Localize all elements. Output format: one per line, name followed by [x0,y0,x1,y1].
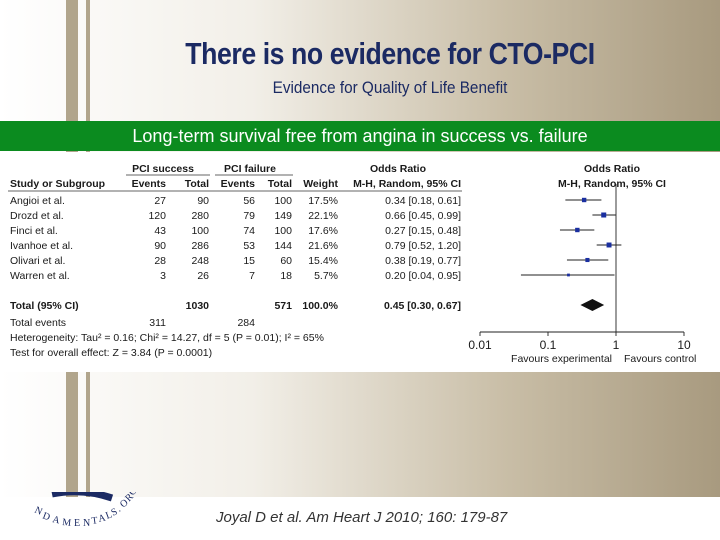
table-cell: 26 [197,270,209,282]
table-cell: 248 [191,255,209,267]
table-cell: Olivari et al. [10,255,65,267]
svg-text:T: T [91,515,99,527]
table-cell: 3 [160,270,166,282]
svg-text:G: G [127,492,140,498]
table-cell: 28 [154,255,166,267]
favours-right-label: Favours control [624,353,696,365]
study-marker [601,212,607,218]
total-cell: 100.0% [302,300,338,312]
tick-label: 10 [677,338,691,352]
column-header: Total [268,178,292,190]
svg-text:L: L [104,509,114,521]
tick-label: 0.01 [468,338,492,352]
total-events-cell: 284 [237,317,255,329]
svg-text:A: A [51,514,61,526]
table-cell: Drozd et al. [10,210,64,222]
table-cell: 100 [274,225,292,237]
total-cell: 0.45 [0.30, 0.67] [384,300,461,312]
svg-text:N: N [33,505,44,518]
heterogeneity-text: Heterogeneity: Tau² = 0.16; Chi² = 14.27… [10,332,324,344]
table-cell: 60 [280,255,292,267]
column-header: Events [221,178,256,190]
column-header: Total [185,178,209,190]
forest-plot-panel: PCI success PCI failure Odds Ratio Odds Rat… [0,152,720,372]
table-cell: 90 [197,195,209,207]
svg-text:M: M [62,517,72,529]
table-cell: 100 [191,225,209,237]
table-cell: 0.38 [0.19, 0.77] [385,255,461,267]
table-cell: 79 [243,210,255,222]
total-label: Total (95% CI) [10,300,79,312]
pooled-diamond [580,299,605,311]
column-header: Events [132,178,167,190]
svg-text:E: E [74,518,80,529]
study-marker [606,242,612,248]
group-header-failure: PCI failure [224,163,276,175]
table-cell: 22.1% [308,210,338,222]
table-cell: Finci et al. [10,225,58,237]
study-marker [567,273,570,277]
table-cell: Warren et al. [10,270,70,282]
group-header-success: PCI success [132,163,194,175]
table-cell: 15.4% [308,255,338,267]
table-cell: 0.20 [0.04, 0.95] [385,270,461,282]
study-marker [585,257,590,263]
svg-text:D: D [41,510,52,523]
org-logo: N D A M E N T A L S . O R G [33,492,140,529]
svg-text:.: . [115,504,123,515]
table-cell: 43 [154,225,166,237]
slide-title: There is no evidence for CTO-PCI [185,36,595,71]
table-cell: 7 [249,270,255,282]
tick-label: 1 [613,338,620,352]
total-cell: 571 [274,300,292,312]
table-cell: 90 [154,240,166,252]
table-cell: 120 [148,210,166,222]
total-cell: 1030 [186,300,210,312]
table-cell: 17.5% [308,195,338,207]
overall-effect-text: Test for overall effect: Z = 3.84 (P = 0… [10,347,212,359]
table-cell: 15 [243,255,255,267]
citation: Joyal D et al. Am Heart J 2010; 160: 179… [216,509,508,526]
group-header-or-left: Odds Ratio [370,163,426,175]
table-cell: 18 [280,270,292,282]
footer-panel [0,497,720,540]
forest-plot: PCI success PCI failure Odds Ratio Odds Rat… [8,163,696,365]
table-cell: 21.6% [308,240,338,252]
study-marker [575,227,580,233]
tick-label: 0.1 [540,338,557,352]
table-cell: 74 [243,225,255,237]
table-cell: 0.27 [0.15, 0.48] [385,225,461,237]
table-cell: 5.7% [314,270,338,282]
column-header: M-H, Random, 95% CI [558,178,666,190]
table-cell: 27 [154,195,166,207]
favours-left-label: Favours experimental [511,353,612,365]
banner-heading: Long-term survival free from angina in s… [0,121,720,151]
table-cell: 56 [243,195,255,207]
group-header-or-right: Odds Ratio [584,163,640,175]
table-cell: 0.66 [0.45, 0.99] [385,210,461,222]
table-cell: Ivanhoe et al. [10,240,73,252]
table-cell: 286 [191,240,209,252]
table-cell: 144 [274,240,292,252]
column-header: Weight [303,178,338,190]
table-cell: 53 [243,240,255,252]
table-cell: 149 [274,210,292,222]
table-cell: 17.6% [308,225,338,237]
total-events-cell: 311 [149,317,166,329]
svg-text:N: N [83,518,90,529]
study-marker [581,197,587,203]
svg-text:A: A [97,512,107,525]
table-cell: Angioi et al. [10,195,65,207]
slide-subtitle: Evidence for Quality of Life Benefit [272,78,508,97]
table-cell: 0.79 [0.52, 1.20] [385,240,461,252]
total-events-label: Total events [10,317,66,329]
svg-text:S: S [109,506,119,518]
column-header: M-H, Random, 95% CI [353,178,461,190]
table-cell: 100 [274,195,292,207]
column-header: Study or Subgroup [10,178,105,190]
table-cell: 280 [191,210,209,222]
table-cell: 0.34 [0.18, 0.61] [385,195,461,207]
